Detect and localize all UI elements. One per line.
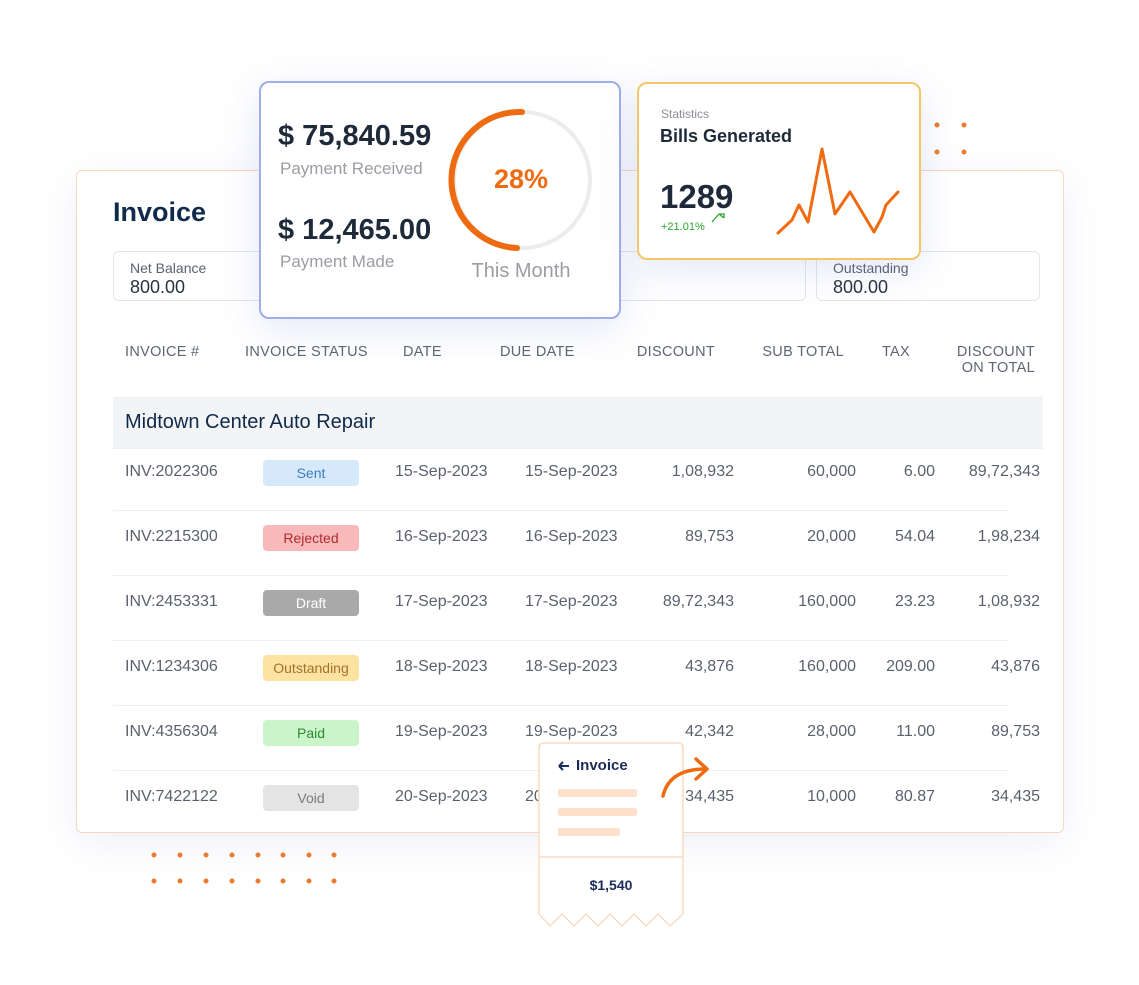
stats-card: Statistics Bills Generated 1289 +21.01% <box>637 82 921 260</box>
cell: 20,000 <box>807 528 856 545</box>
status-badge: Sent <box>263 460 359 486</box>
column-header: INVOICE # <box>125 344 200 360</box>
row-divider <box>113 510 1008 511</box>
amount: $ 12,465.00 <box>278 214 432 246</box>
status-badge: Draft <box>263 590 359 616</box>
cell: 1,08,932 <box>671 463 734 480</box>
period: This Month <box>471 260 571 282</box>
cell: 28,000 <box>807 723 856 740</box>
cell: 160,000 <box>798 593 856 610</box>
row-divider <box>113 575 1008 576</box>
row-divider <box>113 640 1008 641</box>
amount: $ 75,840.59 <box>278 120 432 152</box>
cell: 19-Sep-2023 <box>395 723 488 740</box>
cell: 19-Sep-2023 <box>525 723 618 740</box>
cell: 6.00 <box>903 463 935 480</box>
receipt-amount: $1,540 <box>589 877 633 893</box>
cell: 10,000 <box>807 788 856 805</box>
cell: INV:2215300 <box>125 528 218 545</box>
balance-value: 800.00 <box>833 277 889 297</box>
panel-title: Invoice <box>113 197 207 227</box>
column-header: INVOICE STATUS <box>245 344 368 360</box>
cell: 89,72,343 <box>968 463 1040 480</box>
status-badge: Paid <box>263 720 359 746</box>
cell: 15-Sep-2023 <box>395 463 488 480</box>
balance-label: Net Balance <box>130 260 207 276</box>
receipt-title: Invoice <box>576 757 628 774</box>
cell: 15-Sep-2023 <box>525 463 618 480</box>
arrow <box>661 757 709 798</box>
cell: 20-Sep-2023 <box>395 788 488 805</box>
cell: INV:1234306 <box>125 658 218 675</box>
cell: 89,72,343 <box>662 593 734 610</box>
cell: 16-Sep-2023 <box>395 528 488 545</box>
status-badge: Outstanding <box>263 655 359 681</box>
cell: 89,753 <box>991 723 1040 740</box>
receipt-card: Invoice $1,540 <box>538 742 684 928</box>
cell: 18-Sep-2023 <box>395 658 488 675</box>
cell: 1,98,234 <box>977 528 1040 545</box>
cell: 17-Sep-2023 <box>395 593 488 610</box>
table: INVOICE # INVOICE STATUS DATE DUE DATE DISCO… <box>77 171 1063 836</box>
cell: INV:2022306 <box>125 463 218 480</box>
cell: 1,08,932 <box>977 593 1040 610</box>
cell: 42,342 <box>685 723 734 740</box>
status-badge: Void <box>263 785 359 811</box>
sparkline <box>711 147 900 235</box>
cell: 34,435 <box>685 788 734 805</box>
status-badge: Rejected <box>263 525 359 551</box>
percent: 28% <box>493 164 549 194</box>
donut <box>448 108 592 251</box>
group-name: Midtown Center Auto Repair <box>125 411 376 433</box>
stats-kicker: Statistics <box>661 107 710 121</box>
dots <box>151 122 967 884</box>
cell: 54.04 <box>894 528 935 545</box>
amount-label: Payment Made <box>280 252 395 271</box>
cell: 89,753 <box>685 528 734 545</box>
row-divider <box>113 705 1008 706</box>
cell: 16-Sep-2023 <box>525 528 618 545</box>
cell: INV:4356304 <box>125 723 218 740</box>
cell: 23.23 <box>894 593 935 610</box>
stats-change: +21.01% <box>661 221 705 233</box>
balance-label: Outstanding <box>833 260 909 276</box>
column-header: DISCOUNT <box>636 344 715 360</box>
cell: 60,000 <box>807 463 856 480</box>
cell: INV:7422122 <box>125 788 218 805</box>
receipt-shape <box>538 742 684 928</box>
payment-card: $ 75,840.59 Payment Received $ 12,465.00… <box>259 81 621 319</box>
balance-value: 800.00 <box>130 277 186 297</box>
column-header: SUB TOTAL <box>762 344 844 360</box>
cell: 18-Sep-2023 <box>525 658 618 675</box>
stats-count: 1289 <box>660 178 734 215</box>
cell: 43,876 <box>991 658 1040 675</box>
cell: 80.87 <box>894 788 935 805</box>
cell: 160,000 <box>798 658 856 675</box>
group-row: Midtown Center Auto Repair <box>113 397 1043 449</box>
cell: 209.00 <box>886 658 935 675</box>
column-header: TAX <box>881 344 910 360</box>
column-header: DATE <box>403 344 442 360</box>
cell: 34,435 <box>991 788 1040 805</box>
column-header: DUE DATE <box>500 344 575 360</box>
column-header: DISCOUNT ON TOTAL <box>956 344 1035 376</box>
stats-title: Bills Generated <box>660 126 793 146</box>
cell: 11.00 <box>896 723 935 740</box>
cell: 43,876 <box>685 658 734 675</box>
cell: 17-Sep-2023 <box>525 593 618 610</box>
cell: INV:2453331 <box>125 593 218 610</box>
amount-label: Payment Received <box>280 159 423 178</box>
